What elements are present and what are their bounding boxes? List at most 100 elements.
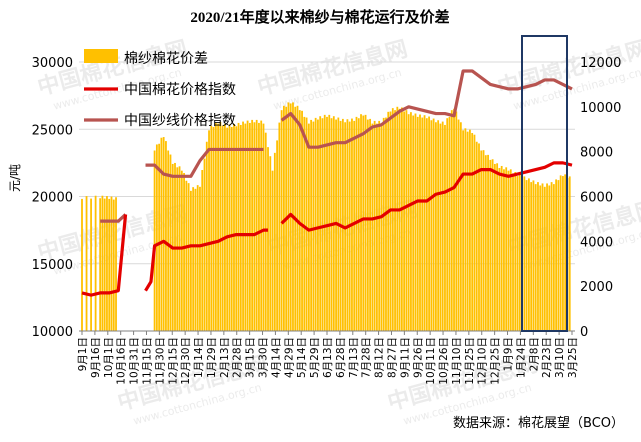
x-tick-label: 11月15日 [141, 337, 153, 385]
spread-bar [505, 167, 508, 331]
x-tick-label: 10月31日 [129, 337, 141, 385]
x-tick-label: 1月14日 [193, 337, 205, 378]
x-tick-label: 11月25日 [464, 337, 476, 385]
spread-bar [187, 183, 190, 331]
spread-bar [548, 185, 551, 331]
spread-bar [158, 143, 161, 331]
x-tick-label: 1月29日 [206, 337, 218, 378]
spread-bar [496, 163, 499, 331]
spread-bar [239, 124, 242, 331]
x-tick-label: 8月27日 [386, 337, 398, 378]
spread-bar [498, 167, 501, 331]
spread-bar [405, 110, 408, 331]
y-right-tick-label: 12000 [580, 56, 621, 71]
yarn-series-line [145, 147, 264, 178]
x-tick-label: 11月10日 [451, 337, 463, 385]
x-tick-label: 4月14日 [270, 337, 282, 378]
spread-bar [271, 170, 274, 331]
cotton-series-line [81, 214, 128, 297]
x-tick-label: 7月13日 [348, 337, 360, 378]
spread-bar [224, 123, 226, 331]
x-tick-label: 3月25日 [567, 337, 579, 378]
spread-bar [235, 126, 238, 331]
series-lines [81, 69, 573, 297]
spread-bar [546, 183, 548, 331]
spread-bar [512, 173, 514, 331]
spread-bar [323, 114, 326, 332]
spread-bar [464, 128, 467, 331]
x-tick-label: 3月15日 [245, 337, 257, 378]
spread-bar [428, 116, 430, 331]
spread-bar [317, 119, 319, 331]
x-tick-label: 2月23日 [541, 337, 553, 378]
x-tick-label: 9月26日 [412, 337, 424, 378]
spread-bar [162, 137, 165, 331]
spread-bar [199, 186, 201, 331]
y-right-tick-label: 6000 [580, 191, 613, 206]
chart-title: 2020/21年度以来棉纱与棉花运行及价差 [190, 8, 449, 26]
spread-bar [310, 119, 313, 331]
spread-bar [539, 185, 542, 331]
spread-bar [280, 110, 283, 331]
spread-bar [507, 170, 510, 331]
spread-bar [414, 113, 417, 332]
spread-bar [99, 198, 102, 331]
spread-bar [278, 122, 281, 331]
x-tick-label: 5月14日 [296, 337, 308, 378]
x-tick-label: 10月26日 [438, 337, 450, 385]
x-tick-label: 5月29日 [309, 337, 321, 378]
spread-bar [303, 116, 306, 331]
spread-bar [321, 118, 324, 331]
x-tick-label: 3月10日 [554, 337, 566, 378]
spread-bar [360, 114, 362, 331]
axes: 10000 15000 20000 25000 30000 0 2000 4000 6000 80… [32, 56, 622, 385]
spread-bar [423, 115, 426, 331]
x-tick-label: 6月28日 [335, 337, 347, 378]
spread-bar [376, 123, 378, 331]
x-tick-label: 2月28日 [232, 337, 244, 378]
y-left-tick-label: 15000 [32, 258, 73, 273]
spread-bar [189, 190, 192, 331]
x-tick-label: 8月12日 [374, 337, 386, 378]
spread-bar [85, 196, 88, 331]
spread-bar [389, 111, 392, 331]
spread-bar [412, 115, 415, 331]
x-tick-label: 9月16日 [90, 337, 102, 378]
spread-bar [205, 141, 208, 331]
spread-bar [246, 120, 249, 331]
spread-bar [169, 154, 172, 331]
cotton-series-line [144, 228, 269, 292]
spread-bar [487, 154, 489, 331]
spread-bar [437, 120, 440, 332]
spread-bar [503, 169, 505, 331]
spread-bar [552, 184, 555, 331]
spread-bar [543, 186, 546, 331]
spread-bar [455, 111, 458, 331]
y-right-tick-label: 8000 [580, 146, 613, 161]
spread-bar [167, 150, 170, 331]
y-right-tick-label: 0 [580, 325, 588, 340]
spread-bar [101, 195, 104, 331]
spread-bar [108, 198, 111, 331]
spread-bar [362, 115, 365, 331]
spread-bar [106, 196, 108, 331]
spread-bar [244, 123, 247, 331]
spread-bar [153, 150, 156, 331]
spread-bar [550, 182, 553, 331]
spread-bar [527, 178, 530, 331]
spread-bar [298, 110, 301, 331]
legend-label-yarn: 中国纱线价格指数 [124, 113, 236, 129]
spread-bar [115, 197, 117, 331]
spread-bar [326, 116, 328, 331]
spread-bar [419, 114, 421, 331]
spread-bar [425, 118, 428, 331]
spread-bar [450, 110, 453, 331]
spread-bars [81, 102, 571, 332]
spread-bar [364, 114, 367, 332]
x-tick-label: 3月30日 [258, 337, 270, 378]
spread-bar [212, 126, 215, 331]
y-left-tick-label: 10000 [32, 325, 73, 340]
spread-bar [446, 118, 449, 331]
highlight-box [521, 35, 568, 332]
